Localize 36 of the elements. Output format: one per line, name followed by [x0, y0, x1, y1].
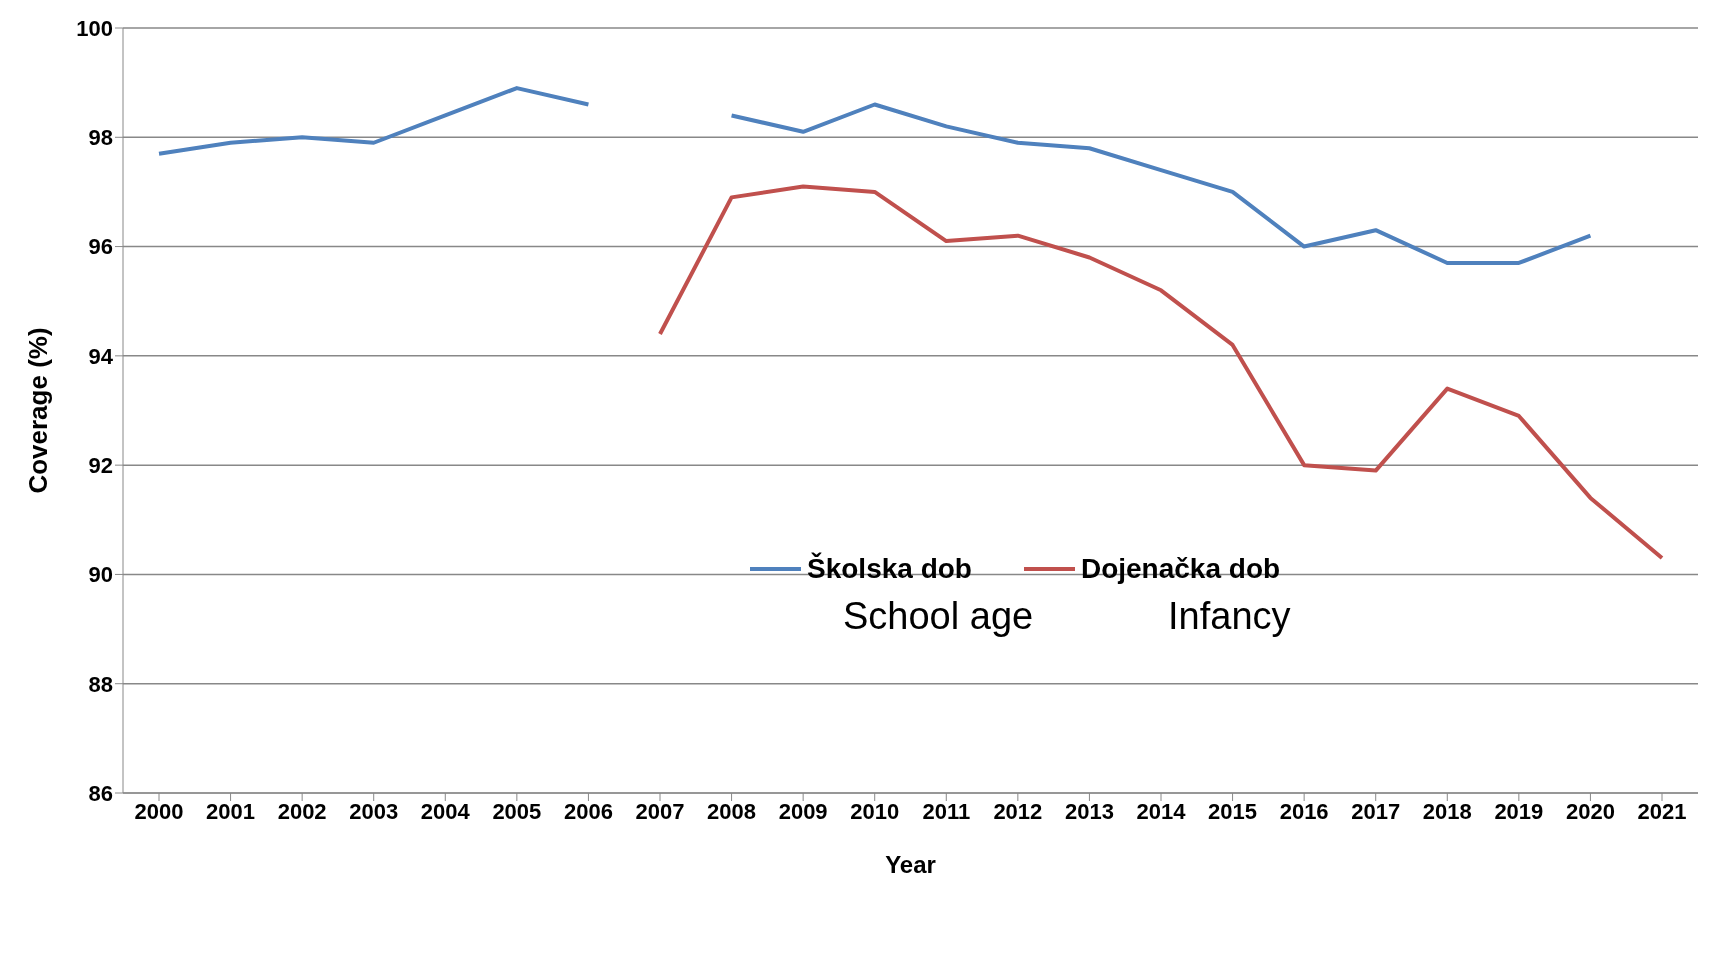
- x-tick-label: 2011: [922, 798, 971, 824]
- y-tick-label: 94: [88, 343, 114, 369]
- y-tick-label: 98: [88, 125, 113, 151]
- x-tick-label: 2016: [1279, 798, 1329, 824]
- x-tick-label: 2012: [993, 798, 1043, 824]
- y-tick-label: 90: [88, 562, 113, 588]
- x-tick-label: 2017: [1351, 798, 1401, 824]
- x-tick-label: 2013: [1064, 798, 1114, 824]
- x-tick-label: 2007: [635, 798, 685, 824]
- x-tick-label: 2019: [1494, 798, 1544, 824]
- annotation: School age: [842, 595, 1035, 638]
- x-tick-label: 2021: [1637, 798, 1687, 824]
- x-axis-title: Year: [885, 851, 936, 878]
- x-tick-label: 2010: [850, 798, 900, 824]
- y-tick-label: 100: [76, 15, 113, 41]
- x-tick-label: 2014: [1136, 798, 1187, 824]
- y-tick-label: 92: [88, 452, 113, 478]
- x-tick-label: 2001: [206, 798, 256, 824]
- x-tick-label: 2000: [134, 798, 184, 824]
- x-tick-label: 2015: [1208, 798, 1258, 824]
- x-tick-label: 2006: [563, 798, 613, 824]
- x-tick-label: 2003: [349, 798, 399, 824]
- x-tick-label: 2005: [492, 798, 542, 824]
- x-tick-label: 2002: [277, 798, 327, 824]
- y-tick-label: 86: [88, 780, 113, 806]
- x-tick-label: 2018: [1422, 798, 1472, 824]
- x-tick-label: 2008: [707, 798, 757, 824]
- y-tick-label: 96: [88, 234, 113, 260]
- x-tick-label: 2004: [420, 798, 471, 824]
- x-tick-label: 2020: [1565, 798, 1615, 824]
- y-axis-title: Coverage (%): [23, 327, 54, 494]
- legend-label: Dojenačka dob: [1080, 553, 1281, 585]
- x-tick-label: 2009: [778, 798, 828, 824]
- y-tick-label: 88: [88, 671, 113, 697]
- annotation: Infancy: [1168, 595, 1291, 638]
- legend-label: Školska dob: [807, 553, 972, 585]
